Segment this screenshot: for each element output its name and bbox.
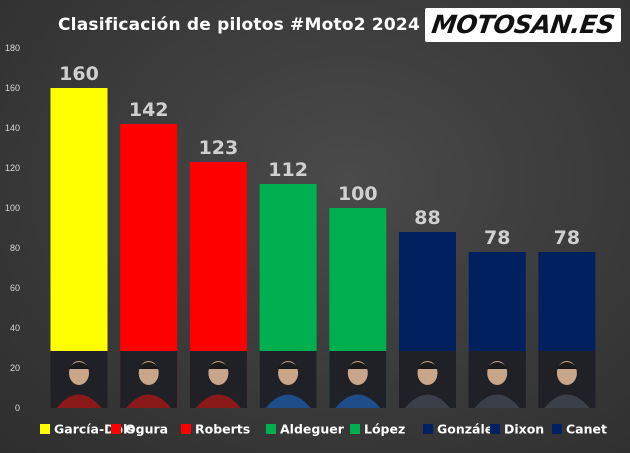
legend-label: Aldeguer [280,422,345,437]
legend-label: López [364,422,405,437]
motosan-logo: MOTOSAN.ES [425,8,621,42]
rider-photo [399,351,456,408]
legend-swatch [350,424,360,434]
y-tick-label: 160 [5,83,20,93]
legend-label: González [437,422,501,437]
legend-label: Canet [566,422,607,437]
legend-swatch [111,424,121,434]
legend-item: Dixon [490,422,544,437]
legend-item: Canet [552,422,607,437]
y-tick-label: 0 [15,403,20,413]
legend-swatch [181,424,191,434]
legend-swatch [490,424,500,434]
y-tick-label: 20 [10,363,20,373]
rider-photo [329,351,387,408]
data-label: 88 [414,207,440,229]
legend-item: González [423,422,501,437]
data-labels: 160 142 123 112 100 88 78 78 [59,63,580,249]
y-tick-label: 60 [10,283,20,293]
data-label: 160 [59,63,99,85]
y-axis: 0 20 40 60 80 100 120 140 160 180 [5,43,20,413]
y-tick-label: 80 [10,243,20,253]
legend-label: García-Dols [54,422,135,437]
legend-item: Aldeguer [266,422,345,437]
data-label: 78 [554,227,580,249]
legend-swatch [266,424,276,434]
y-tick-label: 40 [10,323,20,333]
legend-item: Roberts [181,422,250,437]
y-tick-label: 180 [5,43,20,53]
legend-swatch [40,424,50,434]
legend-swatch [552,424,562,434]
legend-item: Ogura [111,422,168,437]
legend-label: Roberts [195,422,250,437]
y-tick-label: 140 [5,123,20,133]
legend-label: Ogura [125,422,168,437]
rider-photo [189,351,247,408]
rider-photo [120,351,178,408]
legend-swatch [423,424,433,434]
chart-title: Clasificación de pilotos #Moto2 2024 [58,15,420,35]
legend-item: López [350,422,405,437]
data-label: 123 [199,137,239,159]
rider-photo [50,351,108,408]
rider-photo [538,351,596,408]
data-label: 112 [268,159,308,181]
rider-photo [468,351,526,408]
y-tick-label: 100 [5,203,20,213]
rider-photos [50,351,596,408]
rider-photo [259,351,317,408]
y-tick-label: 120 [5,163,20,173]
data-label: 142 [129,99,169,121]
data-label: 78 [484,227,510,249]
legend-label: Dixon [504,422,544,437]
data-label: 100 [338,183,378,205]
